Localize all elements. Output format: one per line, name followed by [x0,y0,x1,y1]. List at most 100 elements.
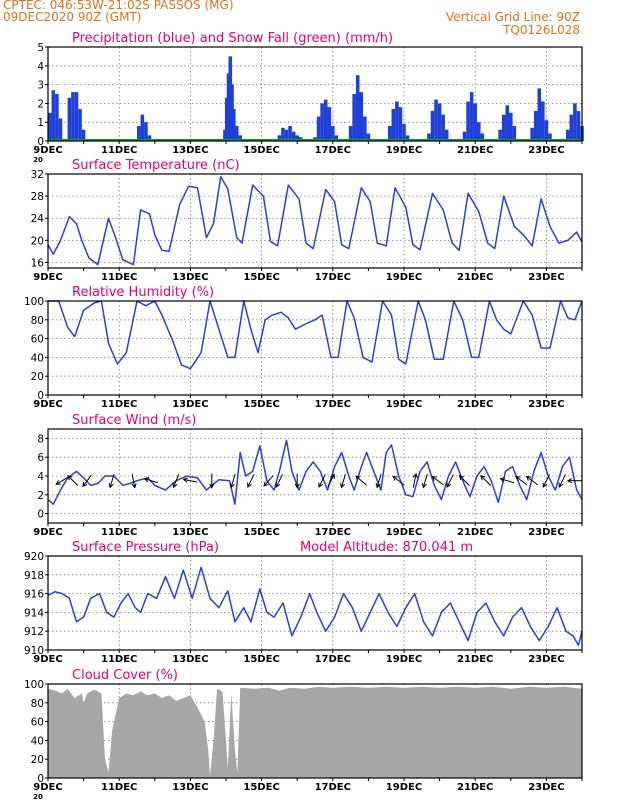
wind-arrow [209,473,215,489]
rh-panel [45,300,583,398]
y-tick-label: 100 [24,679,44,691]
x-tick-label: 17DEC [315,654,351,665]
y-tick-label: 3 [37,80,44,92]
precip-bar [498,129,502,141]
press-panel [45,555,583,653]
precip-bar [334,135,339,141]
y-tick-label: 0 [37,390,44,402]
wind-arrow [172,474,180,489]
y-tick-label: 914 [24,607,44,619]
precip-bar [512,125,517,141]
y-tick-label: 0 [37,136,44,148]
wind-arrow [480,475,492,487]
x-tick-label: 21DEC [457,527,493,538]
panel-frame [47,683,583,779]
precip-bar [137,125,141,141]
precip-bar [544,120,549,141]
precip-bar [48,112,52,141]
precip-bar [480,133,485,141]
wind-arrow [67,475,79,487]
precip-bar [466,101,470,141]
cloud-cover-area [48,686,582,778]
precip-bar [501,114,506,141]
precip-bar [331,125,335,141]
wind-arrow [131,473,137,489]
precip-bar [530,127,534,141]
precip-bar [223,129,227,141]
wind-arrow [340,473,346,489]
precip-bar [576,110,581,141]
precip-bar [395,101,399,141]
x-tick-label: 17DEC [315,527,351,538]
y-tick-label: 0 [37,773,44,785]
wind-arrow [421,473,428,489]
x-tick-label: 13DEC [172,399,208,410]
wind-arrow [431,475,444,486]
precip-bar [234,125,239,141]
temp-panel [45,173,583,271]
precip-bar [323,99,328,141]
y-tick-label: 60 [31,334,44,346]
precip-bar [295,135,299,141]
wind-arrow [143,477,159,484]
y-tick-label: 32 [31,169,44,181]
y-tick-label: 0 [37,509,44,521]
precip-bar [427,133,431,141]
rh-title: Relative Humidity (%) [72,285,214,300]
x-tick-label: 13DEC [172,272,208,283]
wind-arrow [412,472,418,488]
y-tick-label: 20 [31,754,44,766]
precip-bar [58,118,63,141]
run-time: 09DEC2020 90Z (GMT) [3,10,142,24]
x-tick-label: 9DEC [33,782,62,793]
wind-arrow [392,475,405,486]
year-fragment: 20 [33,793,43,800]
press-title: Surface Pressure (hPa) [72,540,219,555]
station-info: CPTEC: 046:53W-21:02S PASSOS (MG) [3,0,234,12]
y-tick-label: 80 [31,315,44,327]
x-tick-label: 9DEC [33,272,62,283]
precip-bar [238,135,243,141]
x-tick-label: 19DEC [386,527,422,538]
wind-arrow [515,475,528,486]
y-tick-label: 16 [31,257,45,269]
x-tick-label: 11DEC [101,272,137,283]
precip-panel [45,46,584,144]
precip-bar [81,129,86,141]
precip-bar [509,112,513,141]
wind-arrow [318,474,326,488]
precip-bar [434,99,438,141]
y-tick-label: 28 [31,191,44,203]
x-tick-label: 13DEC [172,527,208,538]
grid-note: Vertical Grid Line: 90Z [445,10,580,24]
wind-arrow [247,474,255,488]
wind-arrow [229,473,236,489]
y-tick-label: 100 [24,296,44,308]
precip-bar [232,109,236,141]
x-tick-label: 21DEC [457,399,493,410]
x-tick-label: 21DEC [457,145,493,156]
press-line [47,566,583,647]
precip-bar [51,90,56,141]
x-tick-label: 23DEC [528,145,564,156]
x-tick-label: 19DEC [386,654,422,665]
precip-bar [573,103,577,141]
wind-arrow [355,475,367,486]
y-tick-label: 918 [24,570,44,582]
x-tick-label: 9DEC [33,399,62,410]
x-tick-label: 15DEC [243,399,279,410]
temp-line [47,176,583,266]
x-tick-label: 15DEC [243,272,279,283]
wind-arrow [558,474,566,488]
y-tick-label: 920 [24,551,44,563]
precip-bar [391,109,396,141]
cloud-title: Cloud Cover (%) [72,668,178,683]
x-tick-label: 11DEC [101,399,137,410]
x-tick-label: 23DEC [528,654,564,665]
y-tick-label: 2 [37,490,44,502]
precip-bar [320,103,324,141]
precip-bar [71,92,75,141]
x-tick-label: 17DEC [315,145,351,156]
precip-bar [565,129,570,141]
x-tick-label: 19DEC [386,272,422,283]
